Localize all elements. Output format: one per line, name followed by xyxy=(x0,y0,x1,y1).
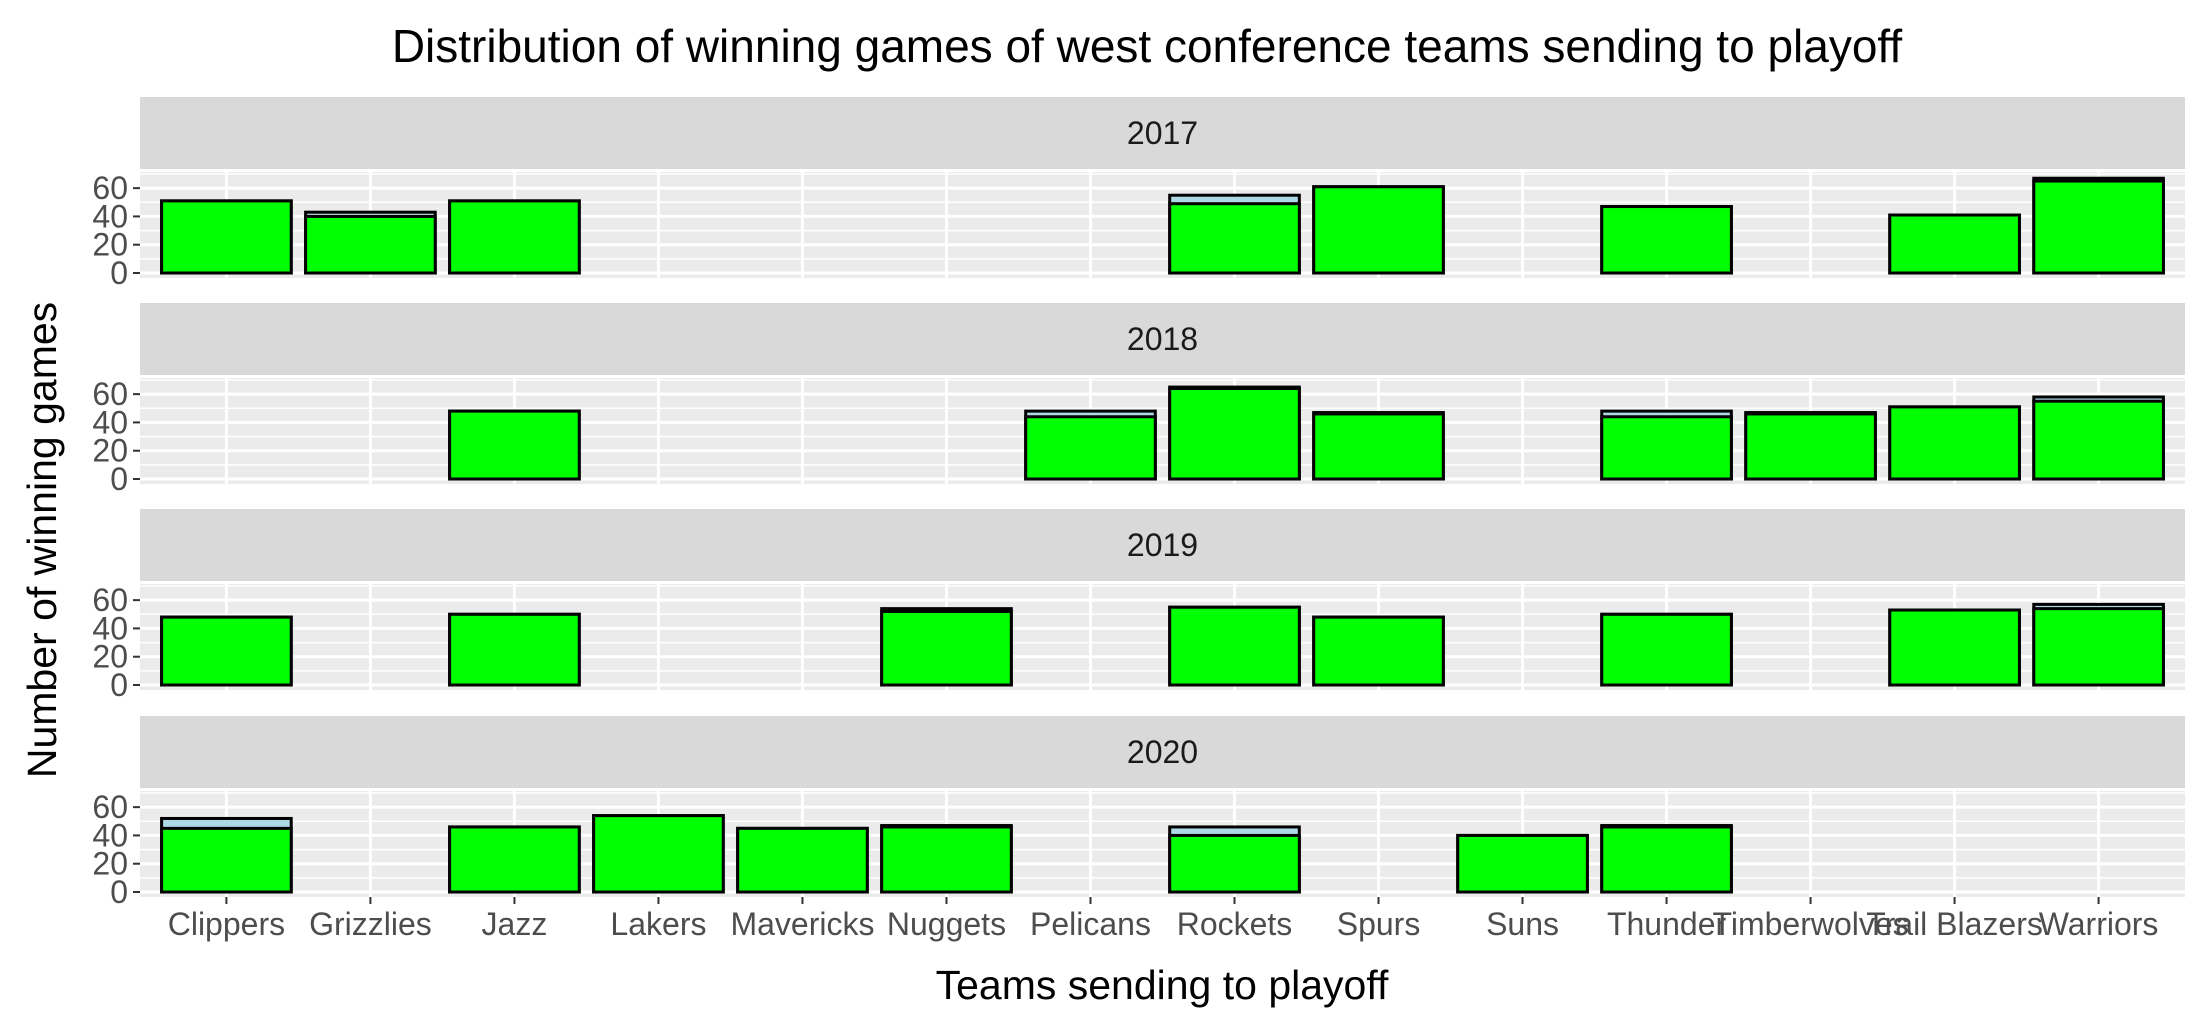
y-tick-label: 0 xyxy=(110,461,128,497)
y-tick-label: 60 xyxy=(92,789,128,825)
bar-jazz xyxy=(448,199,581,275)
bar-mavericks xyxy=(736,826,869,894)
bar-lakers xyxy=(592,814,725,894)
x-tick-label: Spurs xyxy=(1337,906,1421,942)
bar-spurs xyxy=(1312,412,1445,481)
x-tick-label: Clippers xyxy=(168,906,285,942)
x-tick-label: Trail Blazers xyxy=(1866,906,2043,942)
bar-thunder xyxy=(1600,415,1733,481)
x-tick-label: Mavericks xyxy=(730,906,874,942)
bar-thunder xyxy=(1600,825,1733,894)
x-tick-label: Nuggets xyxy=(887,906,1006,942)
x-tick-label: Lakers xyxy=(610,906,706,942)
bar-trail-blazers xyxy=(1888,213,2021,275)
y-axis-title: Number of winning games xyxy=(19,302,65,778)
x-axis-ticks: Clippers Grizzlies Jazz Lakers Mavericks Nugg… xyxy=(168,897,2159,942)
facet-strip-label: 2019 xyxy=(1127,527,1198,563)
bar-rockets xyxy=(1168,202,1301,275)
y-tick-label: 20 xyxy=(92,846,128,882)
bar-warriors xyxy=(2032,179,2165,275)
facet-strip-label: 2017 xyxy=(1127,115,1198,151)
facet-strip xyxy=(140,509,2185,581)
y-tick-label: 40 xyxy=(92,404,128,440)
bar-rockets xyxy=(1168,605,1301,687)
facet-strip-label: 2020 xyxy=(1127,734,1198,770)
x-tick-label: Pelicans xyxy=(1030,906,1151,942)
bar-nuggets xyxy=(880,609,1013,687)
y-tick-label: 20 xyxy=(92,227,128,263)
x-tick-label: Warriors xyxy=(2039,906,2159,942)
x-tick-label: Jazz xyxy=(482,906,548,942)
bar-warriors xyxy=(2032,607,2165,687)
bar-clippers xyxy=(160,826,293,894)
chart-title: Distribution of winning games of west co… xyxy=(392,20,1903,72)
bar-grizzlies xyxy=(304,214,437,275)
facet-strip xyxy=(140,303,2185,375)
bar-trail-blazers xyxy=(1888,405,2021,481)
x-tick-label: Timberwolves xyxy=(1712,906,1908,942)
facet-strip xyxy=(140,716,2185,788)
bar-thunder xyxy=(1600,612,1733,687)
bar-spurs xyxy=(1312,185,1445,275)
bar-suns xyxy=(1456,833,1589,894)
facet-panels: 2017020406020180204060201902040602020020… xyxy=(92,97,2185,910)
x-axis-title: Teams sending to playoff xyxy=(936,962,1389,1008)
bar-spurs xyxy=(1312,615,1445,687)
x-tick-label: Rockets xyxy=(1177,906,1293,942)
y-tick-label: 20 xyxy=(92,433,128,469)
bar-trail-blazers xyxy=(1888,608,2021,687)
y-tick-label: 40 xyxy=(92,198,128,234)
y-tick-label: 0 xyxy=(110,255,128,291)
x-tick-label: Grizzlies xyxy=(309,906,432,942)
bar-rockets xyxy=(1168,833,1301,894)
y-tick-label: 0 xyxy=(110,874,128,910)
x-tick-label: Suns xyxy=(1486,906,1559,942)
bar-rockets xyxy=(1168,386,1301,481)
y-tick-label: 40 xyxy=(92,610,128,646)
bar-clippers xyxy=(160,199,293,275)
bar-jazz xyxy=(448,825,581,894)
x-tick-label: Thunder xyxy=(1607,906,1727,942)
bar-timberwolves xyxy=(1744,412,1877,481)
y-tick-label: 60 xyxy=(92,376,128,412)
y-tick-label: 60 xyxy=(92,582,128,618)
bar-nuggets xyxy=(880,825,1013,894)
bar-jazz xyxy=(448,612,581,687)
y-tick-label: 60 xyxy=(92,170,128,206)
facet-strip xyxy=(140,97,2185,169)
bar-jazz xyxy=(448,409,581,481)
bar-warriors xyxy=(2032,399,2165,481)
bar-thunder xyxy=(1600,205,1733,275)
y-tick-label: 0 xyxy=(110,667,128,703)
y-tick-label: 20 xyxy=(92,639,128,675)
bar-pelicans xyxy=(1024,415,1157,481)
y-tick-label: 40 xyxy=(92,817,128,853)
bar-clippers xyxy=(160,615,293,687)
facet-strip-label: 2018 xyxy=(1127,321,1198,357)
